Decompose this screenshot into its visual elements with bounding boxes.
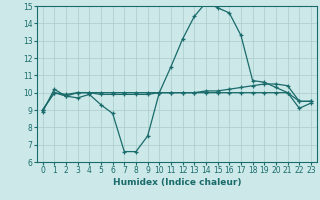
X-axis label: Humidex (Indice chaleur): Humidex (Indice chaleur) (113, 178, 241, 187)
